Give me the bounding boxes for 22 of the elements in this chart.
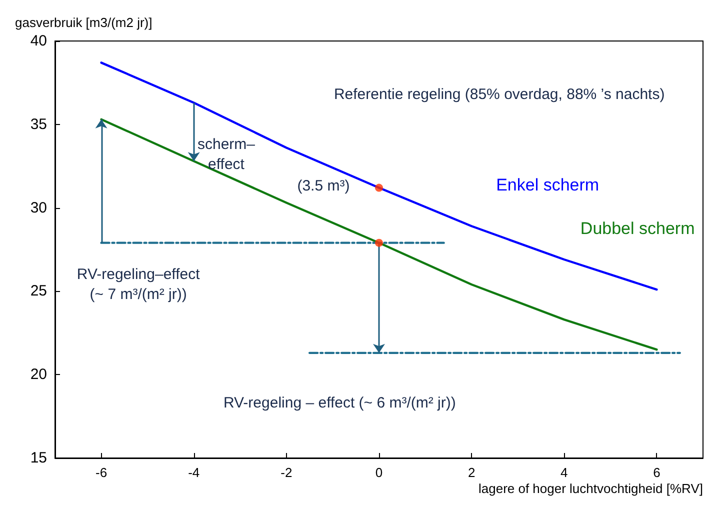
annotation: RV-regeling–effect (~ 7 m³/(m² jr)) (76, 266, 201, 304)
y-tick-label: 25 (30, 282, 47, 300)
x-tick-label: 4 (560, 465, 568, 480)
x-tick-label: 2 (468, 465, 476, 480)
y-tick-label: 35 (30, 116, 47, 133)
text: Enkel scherm (496, 176, 600, 195)
annotation: (3.5 m³) (297, 178, 350, 195)
y-tick-label: 20 (30, 366, 47, 384)
annotation: RV-regeling – effect (~ 6 m³/(m² jr)) (223, 394, 456, 412)
x-axis-title: lagere of hoger luchtvochtigheid [%RV] (478, 481, 703, 496)
x-tick-label: 6 (653, 465, 660, 480)
y-tick-label: 40 (30, 32, 47, 50)
text: Dubbel scherm (580, 219, 695, 238)
x-tick-label: 0 (375, 465, 383, 480)
annotation: scherm– effect (197, 136, 256, 173)
annotation: Referentie regeling (85% overdag, 88% ’s nachts) (334, 86, 665, 103)
x-tick-label: -4 (188, 465, 200, 480)
x-tick-label: -6 (96, 465, 108, 480)
y-tick-label: 30 (30, 199, 47, 216)
y-tick-label: 15 (30, 450, 47, 466)
x-tick-label: -2 (280, 465, 292, 480)
y-axis-title: gasverbruik [m3/(m2 jr)] (15, 15, 152, 30)
